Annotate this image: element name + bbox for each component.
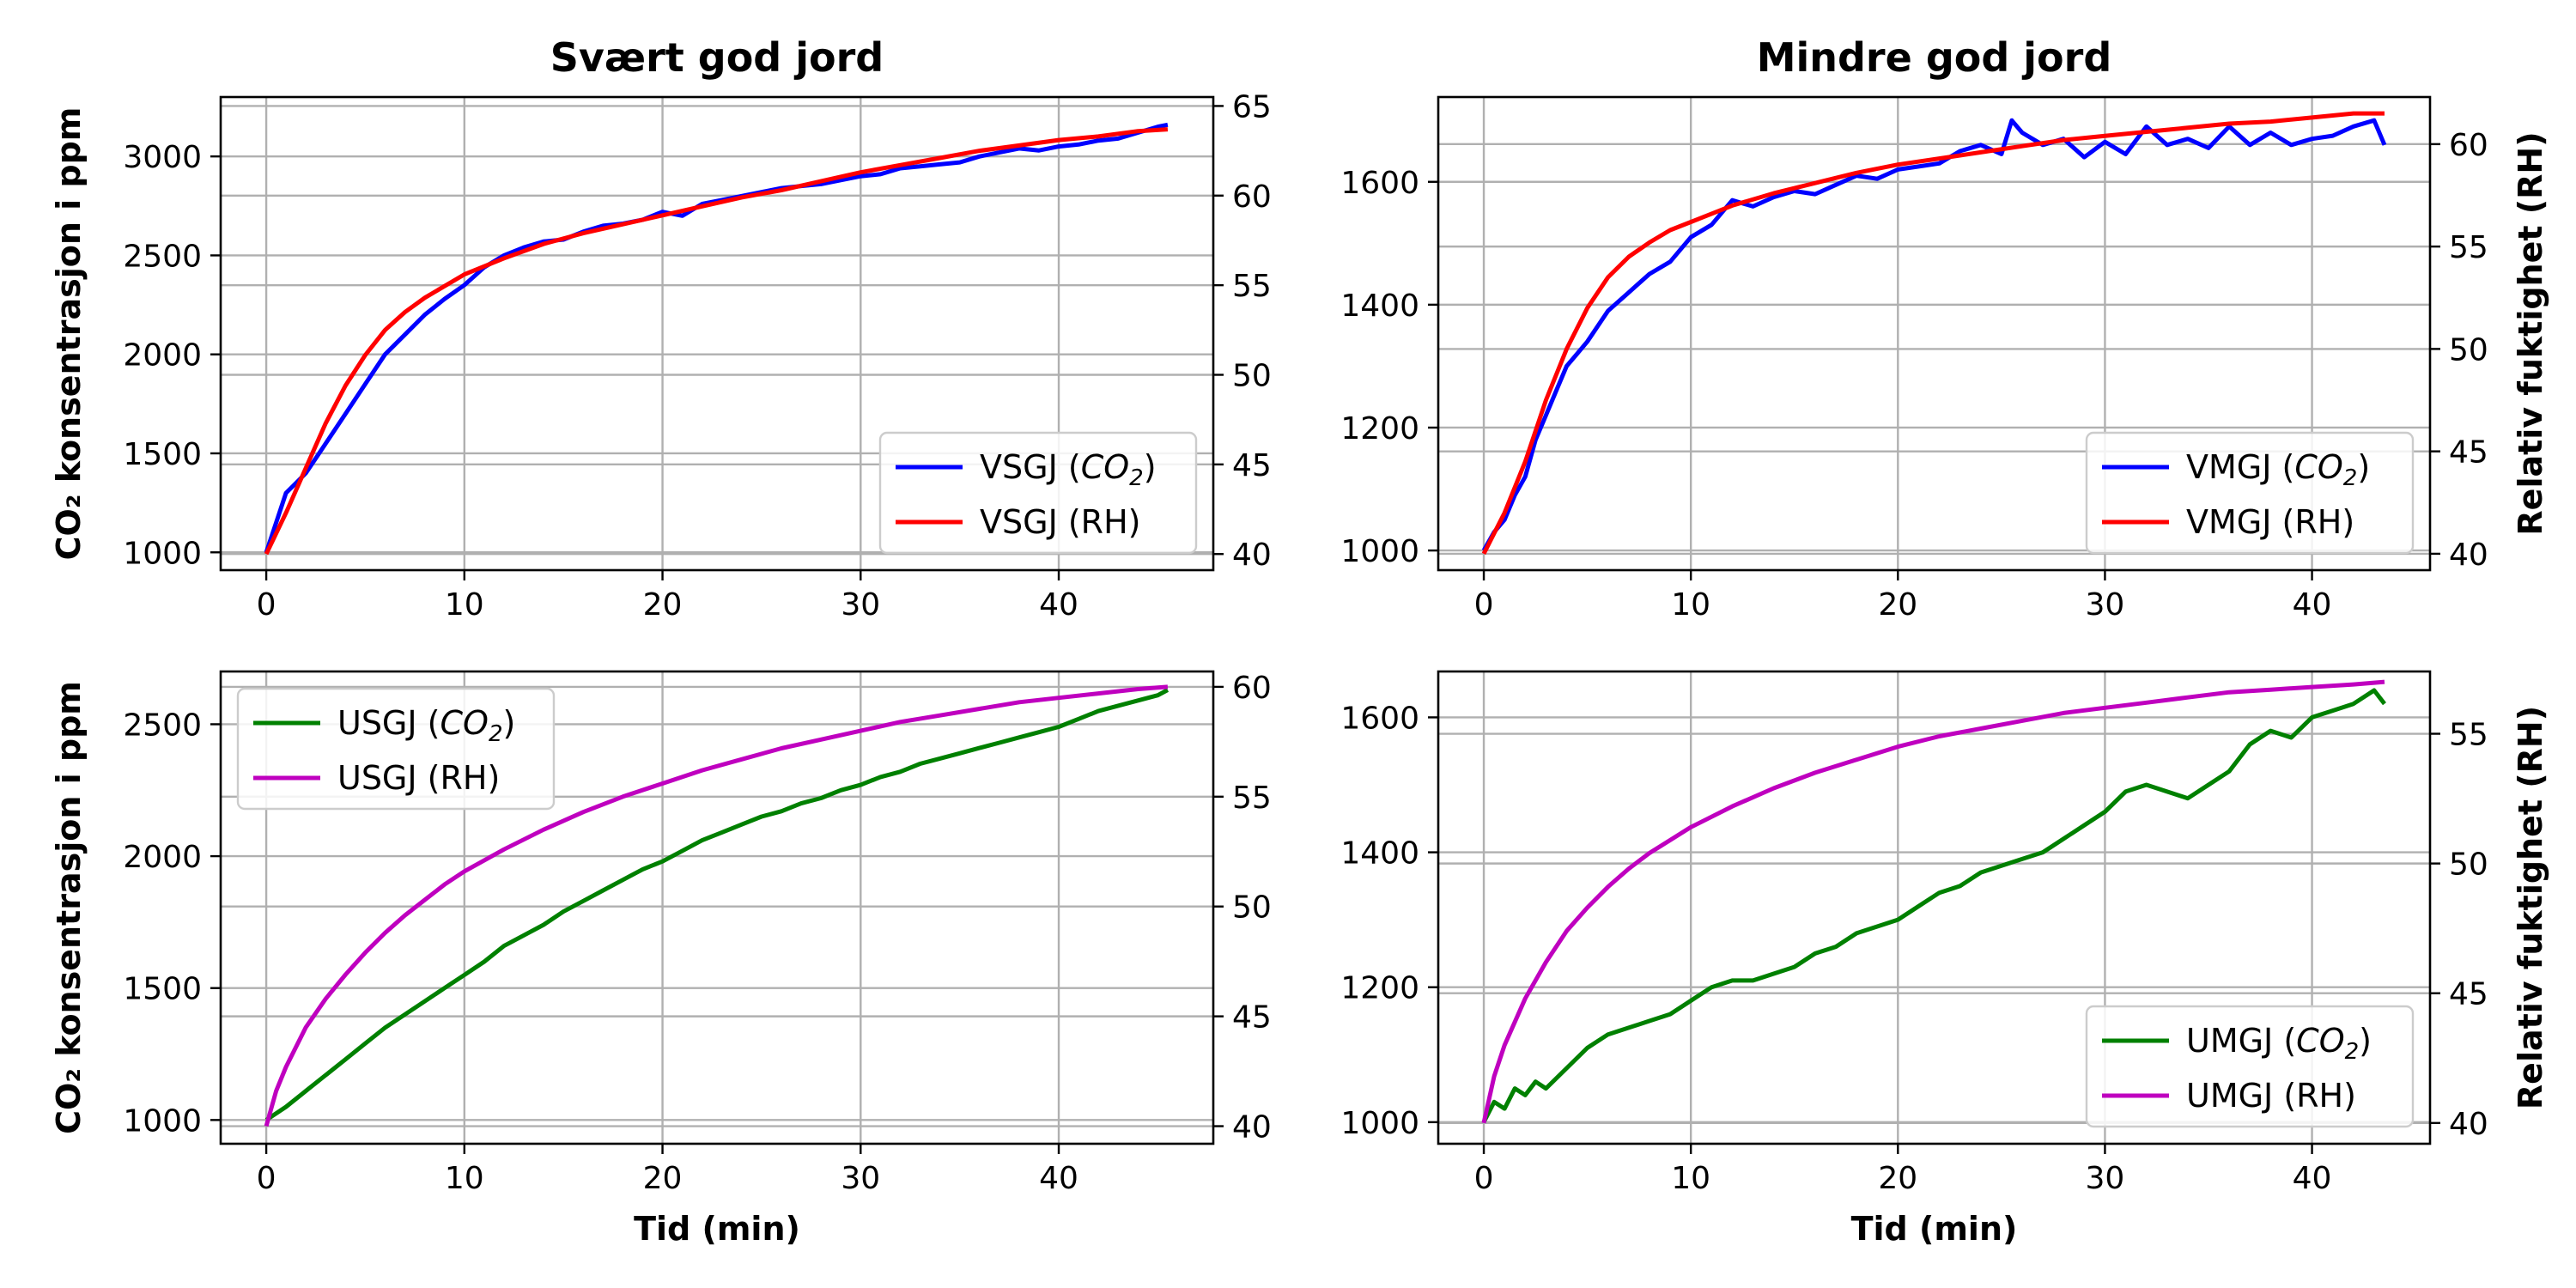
chart-title: Mindre god jord <box>1757 34 2112 81</box>
chart-title: Svært god jord <box>550 34 884 81</box>
legend-label: UMGJ (CO2) <box>2186 1022 2372 1065</box>
y-tick-label: 1400 <box>1340 836 1419 872</box>
x-tick-label: 20 <box>1878 1161 1917 1196</box>
plot-frame <box>1437 670 2432 1145</box>
x-tick-label: 10 <box>445 1161 484 1196</box>
y-tick-label: 3000 <box>123 140 202 175</box>
legend-label: USGJ (RH) <box>337 759 500 797</box>
legend-label: VMGJ (RH) <box>2186 503 2354 541</box>
y2-tick-label: 50 <box>2449 332 2488 368</box>
series-line-co2 <box>1481 118 2387 552</box>
y-axis-label: CO₂ konsentrasjon i ppm <box>50 107 88 561</box>
x-tick-label: 20 <box>643 587 683 623</box>
y-tick-label: 1000 <box>123 536 202 571</box>
y-tick-label: 1000 <box>123 1103 202 1139</box>
series-line-co2 <box>264 688 1170 1122</box>
y2-tick-label: 40 <box>1232 1110 1272 1145</box>
y2-tick-label: 50 <box>2449 848 2488 883</box>
legend-label: UMGJ (RH) <box>2186 1077 2356 1115</box>
x-tick-label: 40 <box>2293 1161 2332 1196</box>
y2-tick-label: 55 <box>1232 269 1272 304</box>
series-line-rh <box>1481 679 2385 1124</box>
y-tick-label: 2000 <box>123 338 202 374</box>
y2-tick-label: 40 <box>2449 538 2488 573</box>
x-tick-label: 0 <box>1474 1161 1494 1196</box>
x-tick-label: 40 <box>2293 587 2332 623</box>
y-axis-label: CO₂ konsentrasjon i ppm <box>50 681 88 1134</box>
series-line-co2 <box>1481 688 2386 1124</box>
x-tick-label: 20 <box>1878 587 1917 623</box>
chart-panel-3: 0 10 20 30 40 1000 1500 2000 2500 40 45 50 55 60 Tid (… <box>50 670 1272 1248</box>
legend-label: VSGJ (RH) <box>980 503 1140 541</box>
legend-label: USGJ (CO2) <box>337 704 515 747</box>
legend: USGJ (CO2) USGJ (RH) <box>236 687 556 811</box>
x-tick-label: 30 <box>2086 1161 2125 1196</box>
y2-tick-label: 40 <box>2449 1107 2488 1142</box>
y2-tick-label: 40 <box>1232 538 1272 573</box>
x-tick-label: 10 <box>445 587 484 623</box>
y2-axis-label: Relativ fuktighet (RH) <box>2512 131 2549 535</box>
series-line-rh <box>264 684 1169 1127</box>
x-tick-label: 30 <box>841 1161 880 1196</box>
x-tick-label: 0 <box>257 587 276 623</box>
x-tick-label: 40 <box>1039 587 1078 623</box>
plot-frame <box>219 670 1215 1145</box>
y2-tick-label: 55 <box>2449 230 2488 265</box>
y2-tick-label: 45 <box>2449 435 2488 471</box>
y-tick-label: 1400 <box>1340 289 1419 324</box>
legend: VMGJ (CO2) VMGJ (RH) <box>2085 431 2415 555</box>
y-tick-label: 1200 <box>1340 411 1419 447</box>
y2-axis-label: Relativ fuktighet (RH) <box>2512 706 2549 1109</box>
x-tick-label: 0 <box>1474 587 1494 623</box>
x-tick-label: 20 <box>643 1161 683 1196</box>
series-line-rh <box>1481 111 2385 556</box>
y-tick-label: 1500 <box>123 437 202 472</box>
y-tick-label: 1200 <box>1340 971 1419 1006</box>
x-tick-label: 40 <box>1039 1161 1078 1196</box>
y-tick-label: 2000 <box>123 840 202 875</box>
y-tick-label: 2500 <box>123 239 202 274</box>
y2-tick-label: 45 <box>2449 977 2488 1012</box>
y-tick-label: 2500 <box>123 708 202 743</box>
y-tick-label: 1600 <box>1340 701 1419 736</box>
y2-tick-label: 50 <box>1232 890 1272 926</box>
y2-tick-label: 45 <box>1232 1000 1272 1036</box>
chart-panel-4: 0 10 20 30 40 1000 1200 1400 1600 40 45 50 55 Tid (mi… <box>1340 670 2549 1248</box>
legend: UMGJ (CO2) UMGJ (RH) <box>2085 1005 2415 1128</box>
legend: VSGJ (CO2) VSGJ (RH) <box>878 431 1198 555</box>
series-line-co2 <box>264 122 1169 554</box>
x-axis-label: Tid (min) <box>634 1210 800 1248</box>
y-tick-label: 1500 <box>123 972 202 1007</box>
y2-tick-label: 55 <box>1232 781 1272 816</box>
y2-tick-label: 45 <box>1232 448 1272 483</box>
plot-frame <box>1437 95 2432 572</box>
x-tick-label: 0 <box>257 1161 276 1196</box>
y2-tick-label: 60 <box>2449 128 2488 163</box>
y2-tick-label: 50 <box>1232 359 1272 394</box>
x-tick-label: 10 <box>1671 587 1710 623</box>
chart-panel-2: 0 10 20 30 40 1000 1200 1400 1600 40 45 50 55 60 Mindr… <box>1340 34 2549 623</box>
plot-frame <box>219 95 1215 572</box>
y-tick-label: 1000 <box>1340 534 1419 569</box>
y2-tick-label: 55 <box>2449 718 2488 753</box>
x-tick-label: 10 <box>1671 1161 1710 1196</box>
series-line-rh <box>264 127 1169 556</box>
x-tick-label: 30 <box>841 587 880 623</box>
y2-tick-label: 60 <box>1232 671 1272 706</box>
x-tick-label: 30 <box>2086 587 2125 623</box>
y-tick-label: 1000 <box>1340 1106 1419 1141</box>
y-tick-label: 1600 <box>1340 166 1419 201</box>
chart-panel-1: 0 10 20 30 40 1000 1500 2000 2500 3000 40 45 50 55 60 6… <box>50 34 1272 623</box>
legend-label: VMGJ (CO2) <box>2186 448 2370 491</box>
legend-label: VSGJ (CO2) <box>980 448 1157 491</box>
y2-tick-label: 65 <box>1232 89 1272 125</box>
y2-tick-label: 60 <box>1232 179 1272 215</box>
x-axis-label: Tid (min) <box>1851 1210 2018 1248</box>
